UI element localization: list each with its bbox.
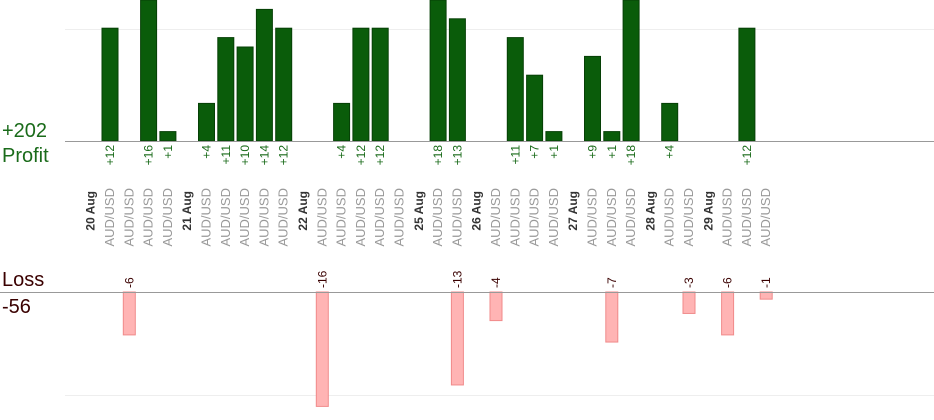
pair-tick-label: AUD/USD [604,188,619,247]
profit-bar [255,8,273,142]
pair-tick-label: AUD/USD [585,188,600,247]
profit-value-label: +10 [238,145,252,166]
profit-bar [236,46,254,142]
profit-bar [429,0,447,142]
profit-bar [217,37,235,142]
profit-value-label: +7 [528,145,542,159]
loss-bar [759,291,773,300]
profit-value-label: +1 [547,145,561,159]
profit-bar [275,27,293,142]
profit-bar [159,131,177,142]
profit-bar [738,27,756,142]
profit-value-label: +13 [450,145,464,166]
loss-label: Loss [2,269,45,291]
loss-total: -56 [2,296,31,318]
pair-tick-label: AUD/USD [739,188,754,247]
date-group-label: 27 Aug [566,191,580,231]
loss-bar [682,291,696,314]
profit-bar [661,102,679,142]
profit-bar [584,55,601,142]
pair-tick-label: AUD/USD [334,188,349,247]
date-group-label: 25 Aug [412,191,426,231]
profit-bar [622,0,640,142]
date-group-label: 29 Aug [701,191,715,231]
profit-value-label: +4 [200,145,214,159]
pair-tick-label: AUD/USD [353,188,368,247]
profit-value-label: +9 [586,145,600,159]
profit-bar [333,102,351,142]
loss-value-label: -3 [682,277,696,288]
pair-tick-label: AUD/USD [237,188,252,247]
profit-bar [352,27,370,142]
pair-tick-label: AUD/USD [507,188,522,247]
pair-tick-label: AUD/USD [488,188,503,247]
pair-tick-label: AUD/USD [449,188,464,247]
loss-bar [122,291,136,336]
profit-bar [198,102,215,142]
date-group-label: 20 Aug [84,191,98,231]
profit-value-label: +12 [354,145,368,166]
profit-value-label: +1 [161,145,175,159]
profit-bar [448,18,466,142]
profit-total: +202 [2,120,48,142]
profit-bar [603,131,621,142]
pair-tick-label: AUD/USD [314,188,329,247]
profit-value-label: +16 [142,145,156,166]
profit-value-label: +12 [373,145,387,166]
profit-value-label: +14 [257,145,271,166]
pair-tick-label: AUD/USD [681,188,696,247]
pair-tick-label: AUD/USD [121,188,136,247]
pair-tick-label: AUD/USD [218,188,233,247]
profit-value-label: +4 [335,145,349,159]
loss-value-label: -7 [605,277,619,288]
date-group-label: 26 Aug [470,191,484,231]
loss-value-label: -13 [450,270,464,288]
profit-value-label: +4 [663,145,677,159]
profit-value-label: +11 [219,145,233,165]
profit-value-label: +12 [740,145,754,166]
pair-tick-label: AUD/USD [160,188,175,247]
pair-tick-label: AUD/USD [546,188,561,247]
profit-label: Profit [2,145,49,167]
profit-value-label: +12 [277,145,291,166]
pair-tick-label: AUD/USD [392,188,407,247]
loss-value-label: -16 [315,270,329,288]
loss-value-label: -6 [122,277,136,288]
date-group-label: 28 Aug [643,191,657,231]
profit-value-label: +18 [431,145,445,166]
loss-bar [450,291,464,386]
date-group-label: 21 Aug [180,191,194,231]
pair-tick-label: AUD/USD [623,188,638,247]
pair-tick-label: AUD/USD [662,188,677,247]
profit-bar [101,27,119,142]
pair-tick-label: AUD/USD [430,188,445,247]
loss-value-label: -4 [489,277,503,288]
loss-value-label: -6 [721,277,735,288]
profit-bar [526,74,544,142]
profit-bar [545,131,563,142]
pair-tick-label: AUD/USD [758,188,773,247]
pair-tick-label: AUD/USD [527,188,542,247]
profit-bar [140,0,158,142]
pair-tick-label: AUD/USD [720,188,735,247]
loss-bar [721,291,735,336]
pair-tick-label: AUD/USD [102,188,117,247]
date-group-label: 22 Aug [296,191,310,231]
pair-tick-label: AUD/USD [199,188,214,247]
loss-bar [605,291,619,343]
pair-tick-label: AUD/USD [372,188,387,247]
pair-tick-label: AUD/USD [141,188,156,247]
pair-tick-label: AUD/USD [256,188,271,247]
profit-value-label: +1 [605,145,619,159]
loss-bar [489,291,503,322]
profit-value-label: +18 [624,145,638,166]
loss-value-label: -1 [759,277,773,288]
profit-value-label: +11 [508,145,522,165]
profit-bar [506,37,524,142]
profit-value-label: +12 [103,145,117,166]
loss-bar [315,291,329,407]
profit-bar [371,27,389,142]
pair-tick-label: AUD/USD [276,188,291,247]
